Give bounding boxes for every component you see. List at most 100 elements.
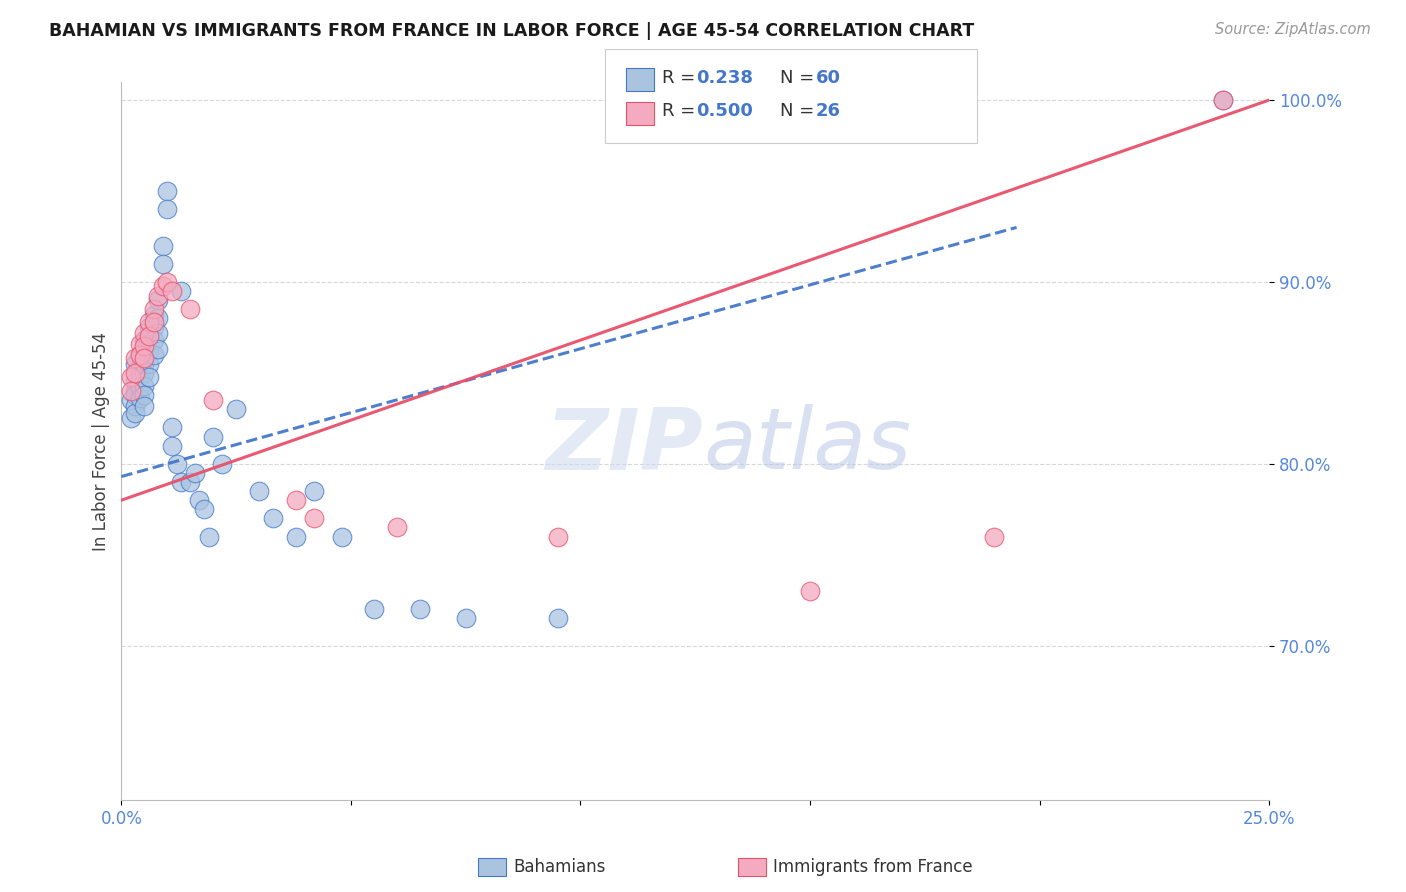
- Point: [152, 257, 174, 271]
- Point: [547, 529, 569, 543]
- Point: [128, 360, 150, 375]
- Point: [138, 344, 160, 359]
- Point: [184, 466, 207, 480]
- Point: [124, 384, 146, 398]
- Point: [160, 284, 183, 298]
- Text: atlas: atlas: [703, 404, 911, 488]
- Text: R =: R =: [662, 69, 702, 87]
- Point: [1212, 93, 1234, 107]
- Point: [138, 329, 160, 343]
- Point: [142, 308, 165, 322]
- Point: [160, 439, 183, 453]
- Point: [124, 387, 146, 401]
- Point: [124, 357, 146, 371]
- Point: [262, 511, 284, 525]
- Point: [156, 184, 179, 198]
- Point: [330, 529, 353, 543]
- Point: [120, 369, 142, 384]
- Text: 0.500: 0.500: [696, 103, 752, 120]
- Point: [142, 348, 165, 362]
- Point: [179, 302, 201, 317]
- Point: [193, 502, 215, 516]
- Point: [363, 602, 385, 616]
- Point: [120, 384, 142, 398]
- Point: [454, 611, 477, 625]
- Point: [197, 529, 219, 543]
- Point: [146, 293, 169, 307]
- Point: [120, 411, 142, 425]
- Point: [409, 602, 432, 616]
- Point: [134, 399, 156, 413]
- Point: [170, 475, 193, 489]
- Point: [138, 320, 160, 334]
- Point: [146, 343, 169, 357]
- Point: [142, 320, 165, 334]
- Point: [134, 357, 156, 371]
- Point: [138, 357, 160, 371]
- Point: [385, 520, 408, 534]
- Point: [134, 387, 156, 401]
- Point: [156, 202, 179, 217]
- Point: [128, 336, 150, 351]
- Point: [134, 378, 156, 392]
- Text: ZIP: ZIP: [546, 404, 703, 488]
- Point: [146, 311, 169, 326]
- Point: [284, 493, 307, 508]
- Point: [1212, 93, 1234, 107]
- Point: [152, 238, 174, 252]
- Point: [247, 484, 270, 499]
- Point: [156, 275, 179, 289]
- Point: [134, 338, 156, 352]
- Point: [138, 369, 160, 384]
- Point: [225, 402, 247, 417]
- Point: [134, 351, 156, 366]
- Point: [146, 289, 169, 303]
- Point: [284, 529, 307, 543]
- Point: [128, 348, 150, 362]
- Point: [124, 366, 146, 380]
- Point: [138, 315, 160, 329]
- Point: [124, 406, 146, 420]
- Point: [124, 399, 146, 413]
- Point: [120, 393, 142, 408]
- Text: 60: 60: [815, 69, 841, 87]
- Point: [124, 375, 146, 389]
- Point: [124, 351, 146, 366]
- Text: 0.238: 0.238: [696, 69, 754, 87]
- Point: [142, 302, 165, 317]
- Point: [799, 584, 821, 599]
- Text: BAHAMIAN VS IMMIGRANTS FROM FRANCE IN LABOR FORCE | AGE 45-54 CORRELATION CHART: BAHAMIAN VS IMMIGRANTS FROM FRANCE IN LA…: [49, 22, 974, 40]
- Point: [170, 284, 193, 298]
- Point: [128, 348, 150, 362]
- Point: [128, 369, 150, 384]
- Point: [179, 475, 201, 489]
- Text: Source: ZipAtlas.com: Source: ZipAtlas.com: [1215, 22, 1371, 37]
- Point: [134, 344, 156, 359]
- Point: [134, 333, 156, 347]
- Point: [304, 511, 326, 525]
- Point: [138, 329, 160, 343]
- Point: [166, 457, 188, 471]
- Text: N =: N =: [780, 69, 820, 87]
- Text: Bahamians: Bahamians: [513, 858, 606, 876]
- Point: [160, 420, 183, 434]
- Text: N =: N =: [780, 103, 820, 120]
- Point: [211, 457, 233, 471]
- Text: 26: 26: [815, 103, 841, 120]
- Y-axis label: In Labor Force | Age 45-54: In Labor Force | Age 45-54: [93, 332, 110, 550]
- Point: [547, 611, 569, 625]
- Point: [304, 484, 326, 499]
- Point: [142, 315, 165, 329]
- Point: [128, 380, 150, 394]
- Point: [134, 366, 156, 380]
- Point: [134, 326, 156, 340]
- Point: [202, 393, 225, 408]
- Point: [146, 326, 169, 340]
- Text: R =: R =: [662, 103, 702, 120]
- Point: [188, 493, 211, 508]
- Text: Immigrants from France: Immigrants from France: [773, 858, 973, 876]
- Point: [983, 529, 1005, 543]
- Point: [152, 278, 174, 293]
- Point: [128, 392, 150, 406]
- Point: [142, 333, 165, 347]
